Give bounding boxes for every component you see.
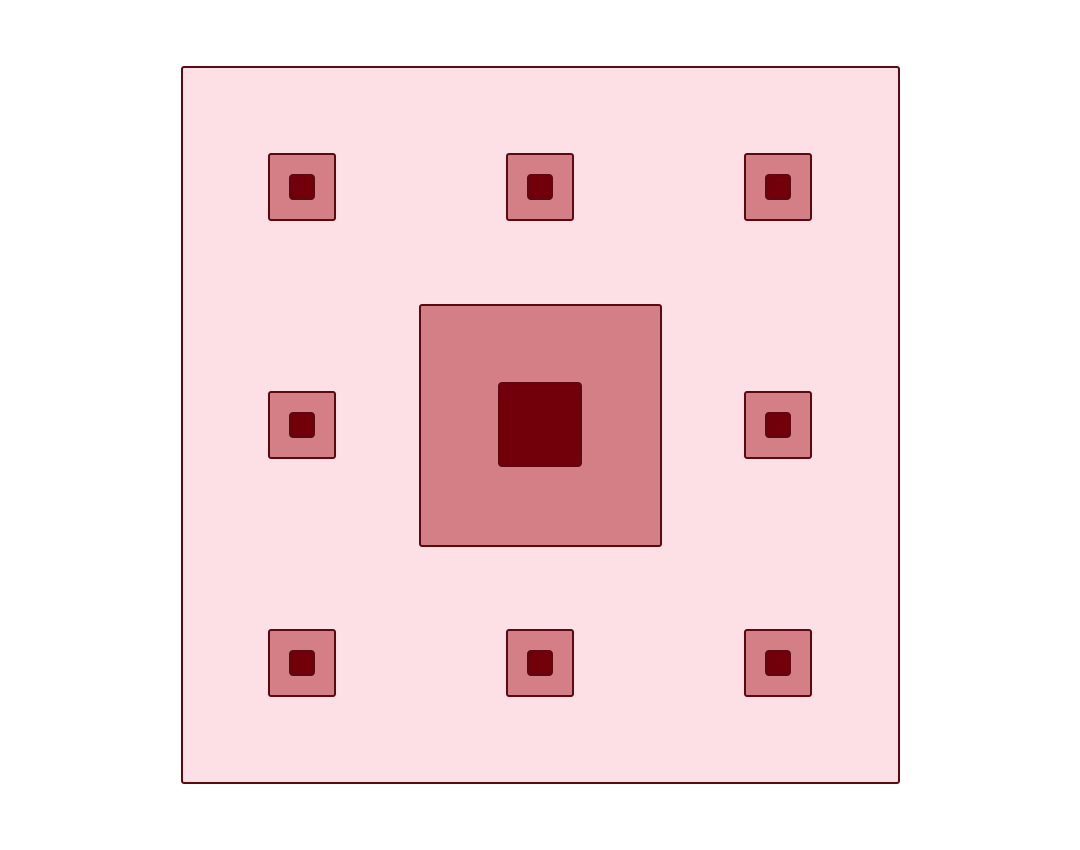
center-inner-square — [498, 382, 582, 467]
small-inner-square-r1-c3 — [765, 174, 791, 200]
small-inner-square-r2-c1 — [289, 412, 315, 438]
small-inner-square-r3-c2 — [527, 650, 553, 676]
small-inner-square-r3-c1 — [289, 650, 315, 676]
small-inner-square-r1-c2 — [527, 174, 553, 200]
small-inner-square-r2-c3 — [765, 412, 791, 438]
small-inner-square-r1-c1 — [289, 174, 315, 200]
small-inner-square-r3-c3 — [765, 650, 791, 676]
